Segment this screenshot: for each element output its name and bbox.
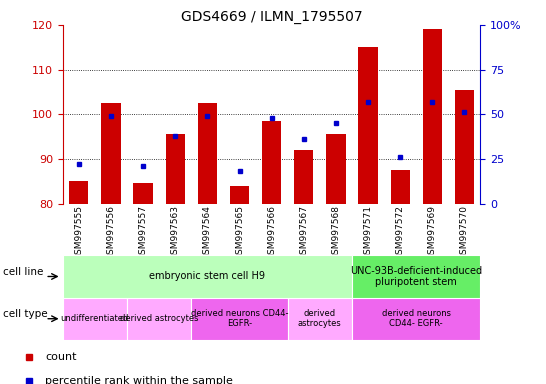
Text: count: count: [45, 352, 76, 362]
Bar: [262, 121, 281, 204]
Bar: [102, 103, 121, 204]
Bar: [423, 30, 442, 204]
Bar: [390, 170, 410, 204]
Bar: [288, 298, 352, 340]
Bar: [352, 255, 480, 298]
Text: cell line: cell line: [3, 267, 44, 277]
Bar: [230, 185, 249, 204]
Text: embryonic stem cell H9: embryonic stem cell H9: [150, 271, 265, 281]
Bar: [63, 255, 352, 298]
Bar: [63, 298, 127, 340]
Text: percentile rank within the sample: percentile rank within the sample: [45, 376, 233, 384]
Bar: [352, 298, 480, 340]
Bar: [455, 90, 474, 204]
Bar: [198, 103, 217, 204]
Text: derived neurons
CD44- EGFR-: derived neurons CD44- EGFR-: [382, 310, 450, 328]
Bar: [191, 298, 288, 340]
Bar: [133, 184, 153, 204]
Text: UNC-93B-deficient-induced
pluripotent stem: UNC-93B-deficient-induced pluripotent st…: [350, 266, 482, 287]
Bar: [69, 181, 88, 204]
Text: derived
astrocytes: derived astrocytes: [298, 310, 342, 328]
Bar: [165, 134, 185, 204]
Bar: [358, 47, 378, 204]
Text: cell type: cell type: [3, 310, 48, 319]
Bar: [294, 150, 313, 204]
Text: derived astrocytes: derived astrocytes: [120, 314, 198, 323]
Bar: [127, 298, 191, 340]
Text: derived neurons CD44-
EGFR-: derived neurons CD44- EGFR-: [191, 310, 288, 328]
Text: undifferentiated: undifferentiated: [61, 314, 129, 323]
Bar: [327, 134, 346, 204]
Title: GDS4669 / ILMN_1795507: GDS4669 / ILMN_1795507: [181, 10, 363, 24]
